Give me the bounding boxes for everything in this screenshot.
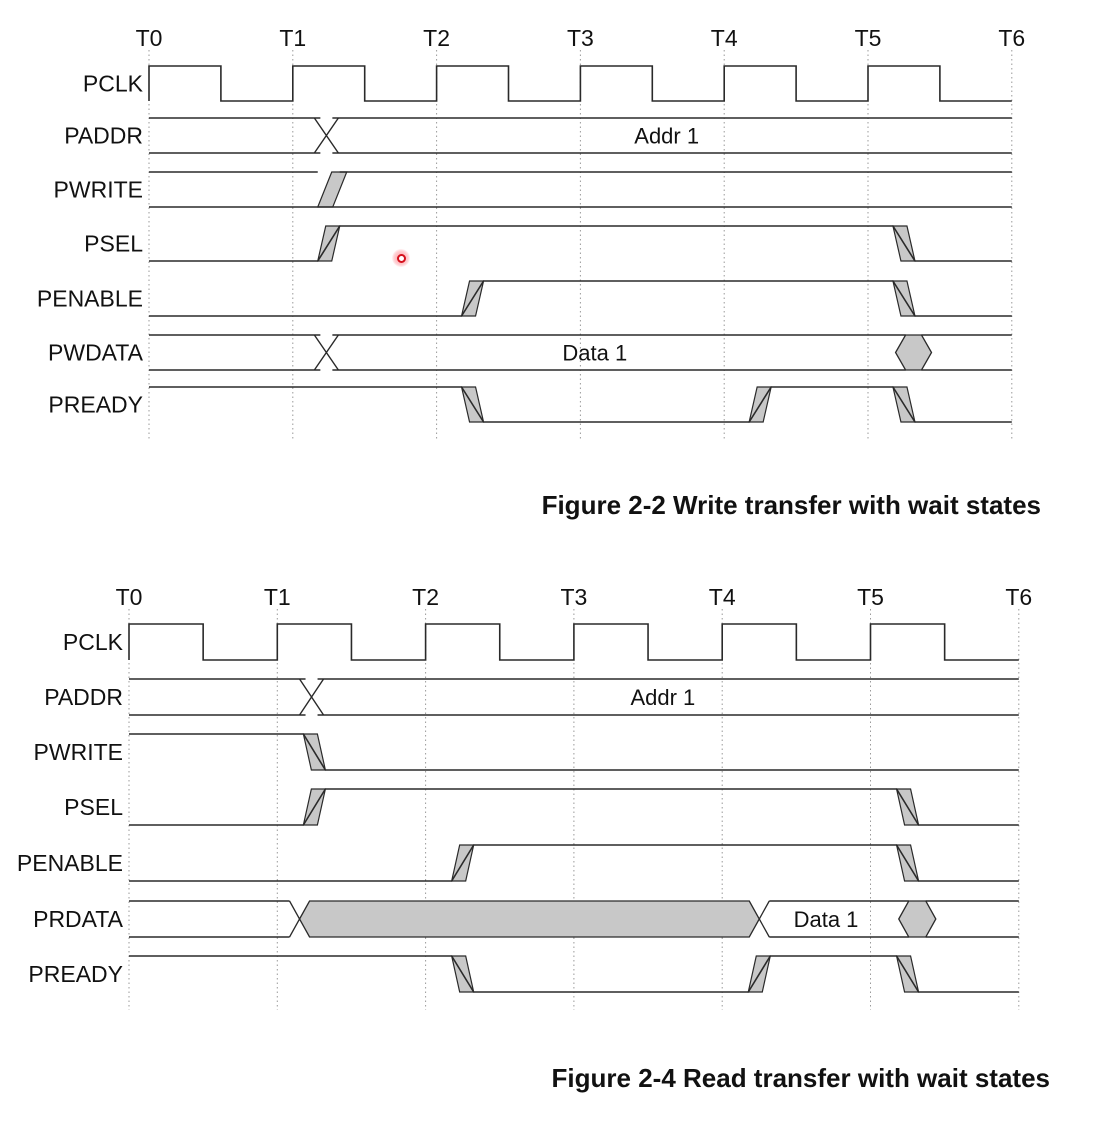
time-label-t4: T4 — [709, 584, 736, 610]
level-waveform — [129, 955, 1019, 993]
bus-value-label: Addr 1 — [630, 685, 695, 710]
level-waveform — [149, 386, 1012, 423]
signal-name-penable: PENABLE — [17, 850, 123, 876]
bus-gray-segment — [898, 900, 937, 938]
signal-psel: PSEL — [84, 225, 1012, 262]
mouse-cursor-indicator — [392, 249, 410, 267]
time-label-t6: T6 — [1005, 584, 1032, 610]
level-waveform — [149, 225, 1012, 262]
bus-value-label: Data 1 — [562, 341, 627, 366]
bus-gray-segment — [894, 334, 933, 371]
time-label-t0: T0 — [116, 584, 143, 610]
bus-crossover-fill — [320, 118, 338, 136]
signal-penable: PENABLE — [17, 844, 1019, 882]
bus-value-label: Data 1 — [794, 907, 859, 932]
signal-name-pwrite: PWRITE — [54, 177, 143, 203]
time-label-t5: T5 — [855, 25, 882, 51]
signal-penable: PENABLE — [37, 280, 1012, 317]
signal-name-psel: PSEL — [64, 794, 123, 820]
signal-name-pclk: PCLK — [83, 71, 144, 97]
signal-pclk: PCLK — [83, 65, 1012, 102]
signal-name-pready: PREADY — [28, 961, 123, 987]
signal-pwrite: PWRITE — [34, 733, 1019, 771]
time-label-t5: T5 — [857, 584, 884, 610]
clock-waveform — [128, 623, 1019, 661]
bus-gray-segment — [298, 900, 761, 938]
timing-diagram-write: T0 T1 T2 T3 T4 T5 T6 PCLK PADDR Addr 1 PWRITE PSEL P… — [37, 25, 1025, 440]
clock-waveform — [148, 65, 1012, 102]
bus-value-label: Addr 1 — [634, 124, 699, 149]
signal-paddr: PADDR Addr 1 — [44, 678, 1019, 716]
signal-name-prdata: PRDATA — [33, 906, 124, 932]
time-label-t1: T1 — [279, 25, 306, 51]
level-waveform — [129, 733, 1019, 771]
signal-name-pwrite: PWRITE — [34, 739, 123, 765]
signal-name-pwdata: PWDATA — [48, 340, 144, 366]
time-label-t3: T3 — [560, 584, 587, 610]
figure-2-2-caption: Figure 2-2 Write transfer with wait stat… — [541, 490, 1041, 520]
signal-pready: PREADY — [48, 386, 1012, 423]
time-label-t1: T1 — [264, 584, 291, 610]
signal-name-psel: PSEL — [84, 231, 143, 257]
signal-prdata: PRDATA Data 1 — [33, 900, 1019, 938]
signal-name-pclk: PCLK — [63, 629, 124, 655]
gray-transition-band — [316, 171, 348, 208]
signal-name-paddr: PADDR — [64, 123, 143, 149]
signal-pclk: PCLK — [63, 623, 1019, 661]
time-label-t0: T0 — [136, 25, 163, 51]
time-label-t6: T6 — [998, 25, 1025, 51]
signal-name-paddr: PADDR — [44, 684, 123, 710]
bus-crossover-fill — [306, 679, 324, 697]
time-label-t3: T3 — [567, 25, 594, 51]
time-label-t4: T4 — [711, 25, 738, 51]
signal-pwrite: PWRITE — [54, 171, 1012, 208]
bus-crossover — [298, 678, 325, 716]
signal-pready: PREADY — [28, 955, 1019, 993]
bus-edge — [288, 900, 301, 938]
bus-crossover — [313, 334, 339, 371]
signal-name-penable: PENABLE — [37, 286, 143, 312]
signal-psel: PSEL — [64, 788, 1019, 826]
signal-pwdata: PWDATA Data 1 — [48, 334, 1012, 371]
time-label-t2: T2 — [423, 25, 450, 51]
level-waveform — [149, 280, 1012, 317]
level-waveform — [129, 844, 1019, 882]
bus-edge — [758, 900, 770, 938]
signal-name-pready: PREADY — [48, 392, 143, 418]
time-label-t2: T2 — [412, 584, 439, 610]
level-waveform — [129, 788, 1019, 826]
figure-2-4-caption: Figure 2-4 Read transfer with wait state… — [551, 1063, 1050, 1093]
bus-crossover — [313, 117, 339, 154]
signal-paddr: PADDR Addr 1 — [64, 117, 1012, 154]
timing-diagram-read: T0 T1 T2 T3 T4 T5 T6 PCLK PADDR Addr 1 PWRITE PSEL P… — [17, 584, 1032, 1010]
bus-crossover-fill — [320, 335, 338, 353]
